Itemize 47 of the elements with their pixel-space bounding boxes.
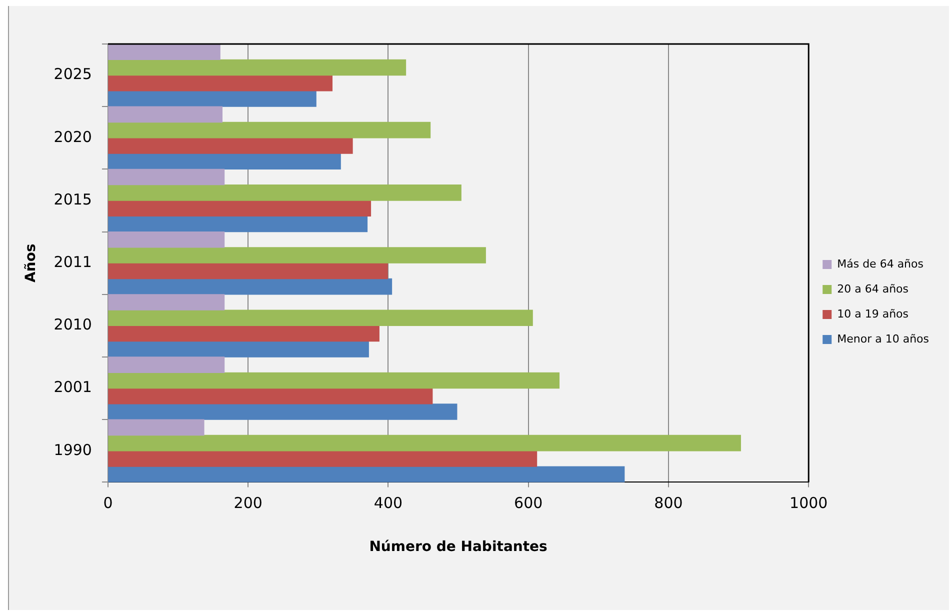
bar <box>108 74 333 92</box>
bar <box>108 262 388 280</box>
bar <box>108 278 392 295</box>
bar <box>108 44 220 60</box>
bar <box>108 168 225 186</box>
y-axis-title: Años <box>23 244 40 282</box>
y-tick-label: 2015 <box>54 190 92 208</box>
bar <box>108 310 533 326</box>
x-tick-label: 400 <box>374 494 403 512</box>
bar <box>108 404 458 420</box>
bar <box>108 372 560 389</box>
bar <box>108 216 368 232</box>
y-tick-label: 2025 <box>54 65 92 84</box>
bar <box>108 90 316 107</box>
y-tick-label: 2011 <box>54 252 92 271</box>
bar <box>108 122 431 138</box>
bar <box>108 419 204 436</box>
bar <box>108 106 223 123</box>
y-tick-label: 1990 <box>54 440 92 459</box>
bar <box>108 356 225 373</box>
x-axis-title: Número de Habitantes <box>369 539 548 556</box>
x-tick-label: 0 <box>103 494 113 512</box>
bar <box>108 231 225 248</box>
x-tick-label: 200 <box>234 494 262 512</box>
bar <box>108 247 486 264</box>
y-tick-label: 2020 <box>54 128 92 146</box>
bar <box>108 59 406 76</box>
bar <box>108 388 433 404</box>
bar <box>108 294 225 310</box>
bar <box>108 200 372 216</box>
bar <box>108 153 341 170</box>
bar <box>108 138 353 154</box>
bar <box>108 325 380 342</box>
legend-label: 10 a 19 años <box>837 307 909 320</box>
bar <box>108 434 741 452</box>
bar <box>108 450 538 467</box>
bar <box>108 466 625 482</box>
legend-label: 20 a 64 años <box>837 282 909 296</box>
bar <box>108 341 369 358</box>
bar <box>108 184 462 201</box>
legend-label: Menor a 10 años <box>837 332 930 346</box>
legend-label: Más de 64 años <box>837 257 924 270</box>
x-tick-label: 600 <box>514 494 543 512</box>
x-tick-label: 800 <box>654 494 683 512</box>
y-tick-label: 2001 <box>54 378 92 396</box>
y-tick-label: 2010 <box>54 316 92 334</box>
x-tick-label: 1000 <box>790 494 828 512</box>
